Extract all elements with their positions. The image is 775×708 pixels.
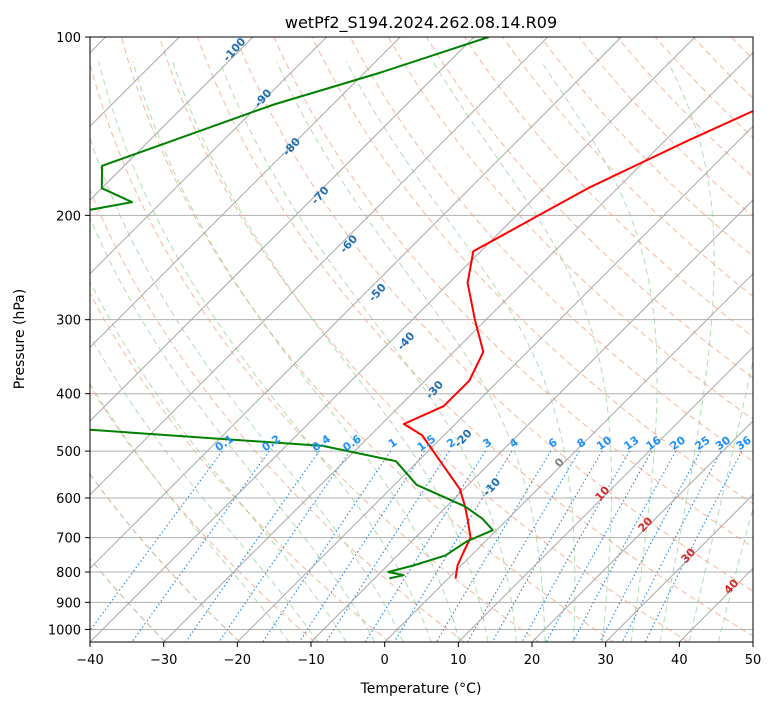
dry-adiabat <box>387 37 753 420</box>
isotherm-gridline <box>384 272 753 642</box>
dry-adiabat <box>90 62 540 642</box>
dewpoint-profile-line <box>90 37 494 580</box>
mixing-ratio-line <box>545 450 653 642</box>
moist-adiabat <box>90 216 376 642</box>
isotherm-gridline <box>90 37 475 422</box>
y-tick-label: 200 <box>56 209 81 224</box>
dry-adiabat <box>616 37 753 178</box>
mixing-ratio-line <box>185 450 320 642</box>
y-tick-label: 600 <box>56 492 81 507</box>
chart-title: wetPf2_S194.2024.262.08.14.R09 <box>285 13 557 33</box>
plot-frame <box>89 36 754 643</box>
y-tick-label: 1000 <box>48 623 81 638</box>
moist-adiabat <box>132 61 461 642</box>
dry-adiabat <box>540 37 753 257</box>
y-tick-label: 900 <box>56 596 81 611</box>
mixing-ratio-line <box>364 450 486 642</box>
y-tick-label: 300 <box>56 314 81 329</box>
x-tick-label: −20 <box>224 653 251 668</box>
x-tick-label: −40 <box>76 653 103 668</box>
mixing-ratio-line <box>218 450 351 642</box>
isotherm-gridline <box>531 420 753 642</box>
moist-adiabat <box>90 136 404 642</box>
moist-adiabat <box>345 61 576 642</box>
x-tick-label: 40 <box>671 653 688 668</box>
isotherm-gridline <box>90 37 328 275</box>
isotherm-gridline <box>457 346 753 642</box>
y-tick-label: 400 <box>56 388 81 403</box>
x-tick-label: 50 <box>745 653 762 668</box>
moist-adiabat <box>90 280 347 642</box>
isotherm-gridline <box>605 493 753 642</box>
moist-adiabat <box>659 61 715 642</box>
y-tick-label: 500 <box>56 445 81 460</box>
dry-adiabat <box>425 37 753 379</box>
dry-adiabat <box>349 37 753 462</box>
mixing-ratio-line <box>467 450 580 642</box>
dry-adiabat <box>159 37 689 642</box>
dry-adiabat <box>273 37 753 548</box>
dry-adiabat <box>502 37 753 298</box>
mixing-ratio-line <box>131 450 270 642</box>
moist-adiabat <box>172 61 489 642</box>
x-tick-label: 10 <box>450 653 467 668</box>
dry-adiabat <box>235 37 753 592</box>
x-tick-label: −30 <box>150 653 177 668</box>
moist-adiabat <box>717 506 753 642</box>
isotherm-gridline <box>163 51 753 642</box>
y-axis-label: Pressure (hPa) <box>12 289 28 389</box>
isotherm-gridline <box>90 37 696 642</box>
dry-adiabat <box>311 37 753 505</box>
x-tick-label: 0 <box>381 653 389 668</box>
moist-adiabat <box>219 61 517 642</box>
isotherm-gridline <box>90 37 622 570</box>
dry-adiabat <box>90 473 241 642</box>
dry-adiabat <box>90 385 316 642</box>
mixing-ratio-line <box>599 450 701 642</box>
moist-adiabat <box>276 61 546 642</box>
mixing-ratio-line <box>435 450 552 642</box>
y-tick-label: 100 <box>56 31 81 46</box>
dry-adiabat <box>90 188 465 642</box>
moist-adiabat <box>540 61 658 642</box>
temperature-profile-line <box>402 109 753 579</box>
x-tick-label: −10 <box>297 653 324 668</box>
dry-adiabat <box>90 292 390 642</box>
y-tick-label: 800 <box>56 566 81 581</box>
isotherm-gridline <box>90 37 401 349</box>
mixing-ratio-line <box>491 450 603 642</box>
mixing-ratio-line <box>621 450 722 642</box>
moist-adiabat <box>688 358 753 642</box>
mixing-ratio-line <box>393 450 513 642</box>
isotherm-gridline <box>90 37 254 201</box>
mixing-ratio-line <box>572 450 677 642</box>
isotherm-gridline <box>310 199 753 642</box>
y-tick-label: 700 <box>56 532 81 547</box>
isotherm-gridline <box>90 37 549 496</box>
moist-adiabat <box>90 382 290 642</box>
moist-adiabat <box>98 61 432 642</box>
moist-adiabat <box>90 334 319 642</box>
x-tick-label: 30 <box>597 653 614 668</box>
dry-adiabat <box>120 37 614 642</box>
mixing-ratio-line <box>521 450 630 642</box>
isotherm-gridline <box>236 125 753 642</box>
x-axis-label: Temperature (°C) <box>360 681 482 697</box>
x-tick-label: 20 <box>524 653 541 668</box>
